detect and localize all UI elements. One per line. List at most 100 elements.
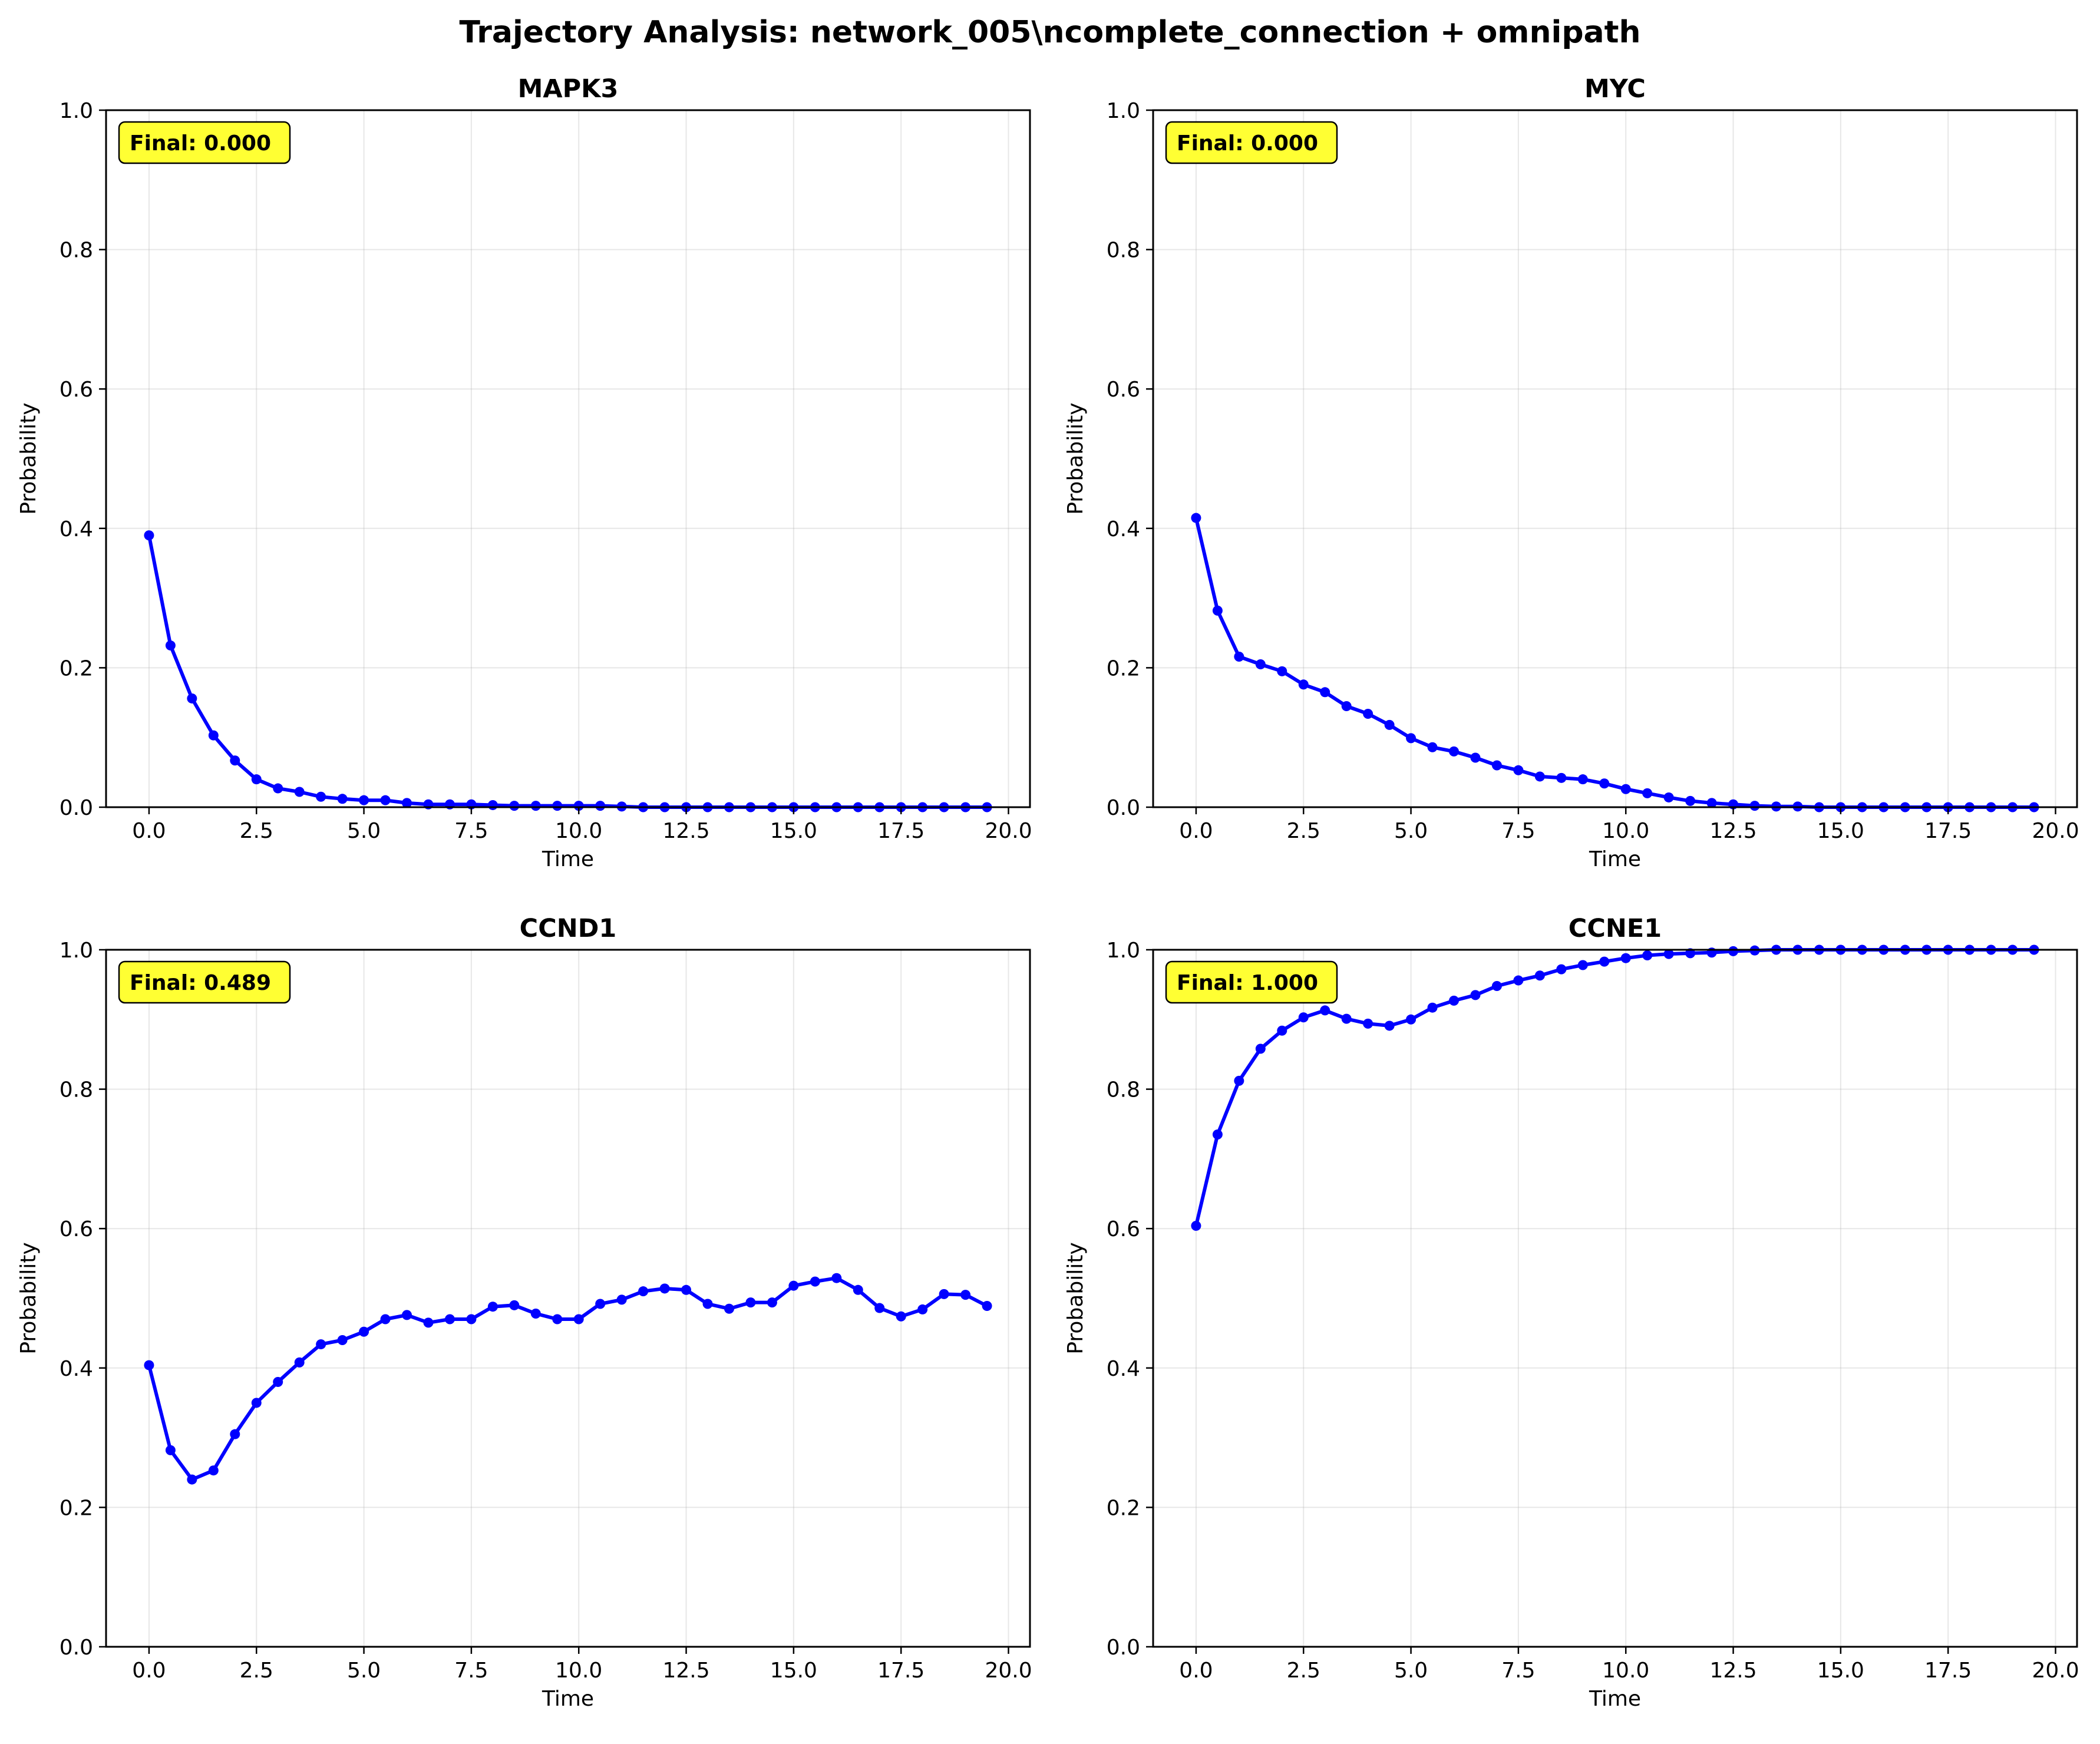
data-point bbox=[659, 1283, 670, 1294]
subplot-title: MAPK3 bbox=[518, 74, 619, 104]
data-point bbox=[187, 693, 197, 703]
y-tick-label: 0.4 bbox=[1107, 517, 1140, 541]
y-tick-label: 0.0 bbox=[60, 796, 93, 820]
x-tick-label: 10.0 bbox=[1602, 1659, 1649, 1683]
x-tick-label: 20.0 bbox=[985, 1659, 1032, 1683]
y-tick-label: 0.2 bbox=[1107, 656, 1140, 681]
data-point bbox=[1320, 687, 1330, 698]
axes-frame bbox=[1152, 109, 2078, 808]
y-axis-label: Probability bbox=[1064, 402, 1088, 514]
subplot-title: MYC bbox=[1584, 74, 1646, 104]
data-point bbox=[1534, 970, 1545, 981]
y-tick-label: 0.0 bbox=[60, 1636, 93, 1660]
data-point bbox=[788, 1280, 799, 1291]
data-point bbox=[573, 801, 584, 811]
data-point bbox=[896, 1311, 906, 1322]
data-point bbox=[1470, 990, 1481, 1000]
annotation-box bbox=[118, 960, 291, 1004]
data-point bbox=[810, 1276, 820, 1287]
x-tick-label: 0.0 bbox=[1179, 819, 1213, 843]
axes-frame bbox=[105, 949, 1031, 1648]
y-tick-label: 1.0 bbox=[1107, 99, 1140, 123]
x-tick-label: 10.0 bbox=[555, 1659, 602, 1683]
data-point bbox=[1513, 765, 1524, 775]
data-point bbox=[681, 1284, 692, 1295]
data-point bbox=[251, 774, 262, 785]
x-tick-label: 15.0 bbox=[1817, 819, 1864, 843]
data-point bbox=[1406, 1014, 1416, 1025]
data-point bbox=[423, 1317, 434, 1328]
data-point bbox=[1363, 708, 1373, 719]
data-point bbox=[1491, 981, 1502, 992]
data-point bbox=[530, 801, 541, 811]
annotation-box bbox=[118, 121, 291, 164]
data-point bbox=[1449, 746, 1460, 757]
x-tick-label: 0.0 bbox=[132, 1659, 166, 1683]
data-point bbox=[1663, 949, 1674, 959]
y-tick-label: 1.0 bbox=[1107, 939, 1140, 963]
data-point bbox=[1277, 666, 1287, 676]
data-point bbox=[552, 1314, 563, 1324]
x-tick-label: 0.0 bbox=[132, 819, 166, 843]
y-tick-label: 0.4 bbox=[1107, 1357, 1140, 1381]
data-point bbox=[702, 1299, 713, 1309]
subplot-title: CCNE1 bbox=[1569, 914, 1662, 943]
data-point bbox=[595, 801, 606, 811]
data-point bbox=[1298, 1012, 1309, 1023]
data-point bbox=[294, 787, 305, 797]
x-tick-label: 7.5 bbox=[454, 1659, 488, 1683]
data-point bbox=[1577, 774, 1588, 785]
x-tick-label: 12.5 bbox=[662, 1659, 709, 1683]
data-point bbox=[1234, 651, 1244, 662]
data-point bbox=[1685, 948, 1696, 959]
data-point bbox=[380, 1314, 391, 1324]
y-tick-label: 0.8 bbox=[1107, 239, 1140, 263]
data-point bbox=[466, 1314, 477, 1324]
annotation-text: Final: 0.489 bbox=[130, 971, 271, 995]
y-tick-label: 0.6 bbox=[60, 1217, 93, 1241]
y-axis-label: Probability bbox=[16, 402, 41, 514]
data-point bbox=[487, 1302, 498, 1312]
data-point bbox=[1298, 679, 1309, 690]
subplot-title: CCND1 bbox=[520, 914, 617, 943]
series-line bbox=[1194, 517, 2035, 809]
data-point bbox=[187, 1474, 197, 1485]
data-point bbox=[359, 1326, 369, 1337]
x-tick-label: 20.0 bbox=[985, 819, 1032, 843]
data-point bbox=[230, 755, 240, 766]
data-point bbox=[1513, 975, 1524, 986]
axes-frame bbox=[1152, 949, 2078, 1648]
x-tick-label: 5.0 bbox=[1394, 1659, 1428, 1683]
subplot-ccne1: 0.0 2.5 5.0 7.5 10.0 12.5 15.0 17.5 20.0 0.0 0.2 0.… bbox=[1064, 914, 2079, 1711]
data-point bbox=[1255, 1043, 1266, 1054]
data-point bbox=[337, 1335, 348, 1345]
data-point bbox=[1191, 513, 1201, 523]
x-tick-label: 17.5 bbox=[1924, 819, 1972, 843]
data-point bbox=[1642, 788, 1653, 798]
data-point bbox=[273, 783, 283, 794]
data-point bbox=[316, 791, 326, 802]
y-tick-label: 0.0 bbox=[1107, 1636, 1140, 1660]
data-point bbox=[273, 1376, 283, 1387]
x-tick-label: 0.0 bbox=[1179, 1659, 1213, 1683]
x-tick-label: 10.0 bbox=[1602, 819, 1649, 843]
data-point bbox=[1212, 605, 1223, 616]
x-tick-label: 2.5 bbox=[240, 819, 273, 843]
data-point bbox=[1620, 953, 1631, 963]
series-line bbox=[147, 535, 988, 809]
data-point bbox=[1749, 801, 1760, 811]
data-point bbox=[316, 1339, 326, 1350]
data-point bbox=[1728, 946, 1739, 956]
data-point bbox=[917, 1304, 928, 1314]
x-axis-label: Time bbox=[1589, 847, 1641, 871]
data-point bbox=[509, 1300, 520, 1310]
data-point bbox=[337, 794, 348, 804]
data-point bbox=[1534, 771, 1545, 782]
data-point bbox=[1599, 956, 1610, 967]
subplot-ccnd1: 0.0 2.5 5.0 7.5 10.0 12.5 15.0 17.5 20.0 0.0 0.2 0.… bbox=[16, 914, 1032, 1711]
x-tick-label: 15.0 bbox=[770, 1659, 817, 1683]
data-point bbox=[251, 1398, 262, 1408]
data-point bbox=[1255, 659, 1266, 669]
